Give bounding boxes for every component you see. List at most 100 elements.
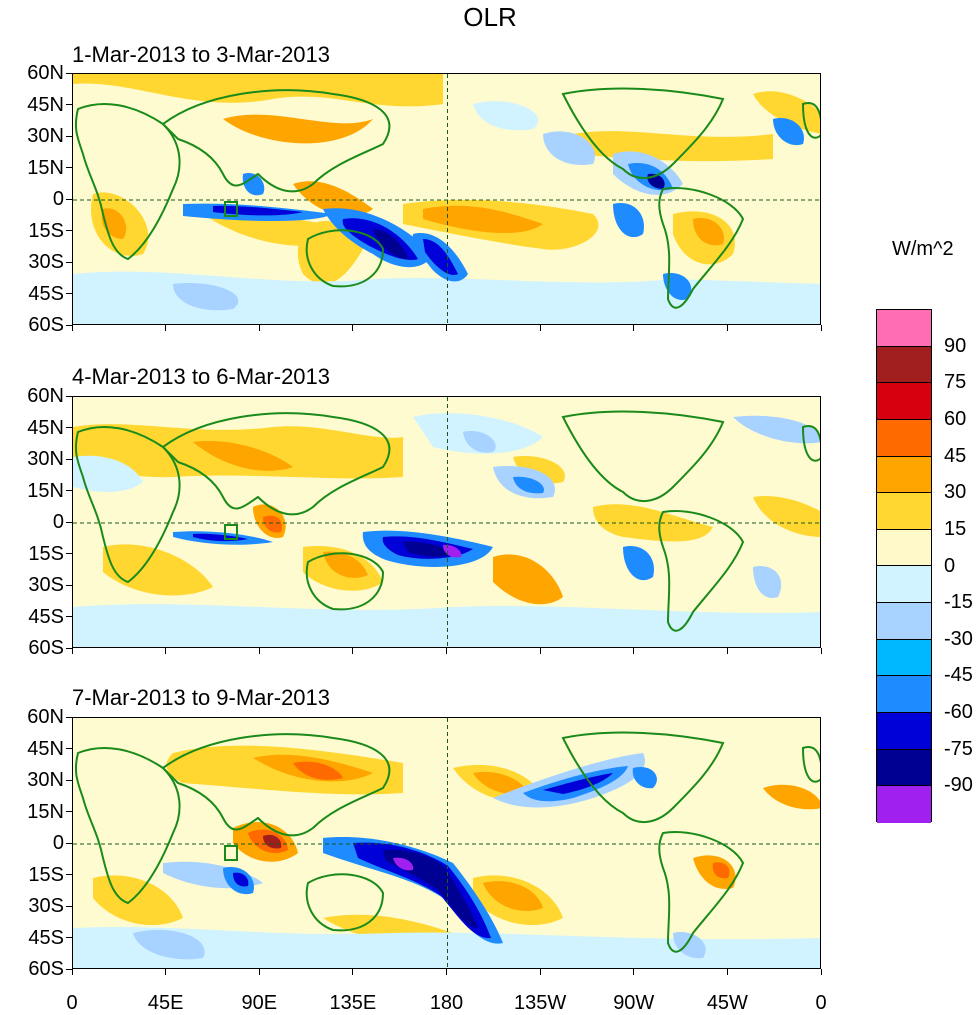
lat-tick [66,553,72,554]
lon-tick [165,969,167,975]
lat-label: 30N [27,125,64,147]
lon-tick [446,325,447,331]
units-label: W/m^2 [892,238,954,260]
colorbar-label: 0 [944,554,956,577]
coastlines [74,87,820,309]
lat-label: 30S [28,251,64,273]
lon-label: 45E [147,992,184,1014]
lat-label: 0 [52,511,64,533]
colorbar-label: 15 [944,517,967,540]
anomaly-field [73,413,820,647]
lat-label: 30N [27,769,64,791]
lat-label: 45N [27,93,64,116]
lat-label: 45N [27,737,64,760]
panel-2-title: 4-Mar-2013 to 6-Mar-2013 [72,364,331,389]
lat-label: 15N [27,800,64,823]
map-panel-2 [72,396,821,648]
lon-label: 135W [514,992,567,1014]
lat-tick [66,779,72,781]
colorbar-box [877,383,931,420]
lon-tick [726,969,728,975]
colorbar-label: 90 [944,334,967,357]
lon-tick [820,648,822,654]
colorbar-label: -60 [944,701,973,724]
colorbar-box [877,566,931,604]
lat-label: 30N [27,448,64,470]
colorbar-label: 60 [944,407,967,430]
lon-tick [352,648,354,654]
lat-label: 15S [28,542,64,565]
lat-label: 45N [27,416,64,439]
lon-tick [633,648,635,654]
lat-label: 45S [28,282,64,305]
lon-tick [71,325,73,331]
reference-lines [73,718,820,968]
lat-tick [66,293,72,294]
lon-tick [258,325,260,331]
lat-tick [66,135,72,137]
colorbar-label: -30 [944,627,973,650]
map-panel-3 [72,717,821,969]
lon-tick [820,325,822,331]
colorbar-box [877,310,931,347]
lon-tick [633,969,635,975]
coastlines [74,410,820,632]
lat-label: 60N [27,62,64,84]
colorbar-box [877,603,931,640]
lat-label: 15N [27,479,64,502]
colorbar-label: -90 [944,774,973,797]
lon-tick [726,325,728,331]
lat-label: 30S [28,574,64,596]
panel-3-title: 7-Mar-2013 to 9-Mar-2013 [72,685,331,710]
map-panel-1 [72,73,821,325]
lon-tick [633,325,635,331]
lat-tick [66,968,72,970]
lon-tick [352,325,354,331]
lat-tick [66,937,72,938]
colorbar-box [877,786,931,823]
lat-label: 60N [27,385,64,407]
lat-label: 0 [52,188,64,210]
reference-lines [73,397,820,647]
lat-tick [66,104,72,105]
lat-tick [66,874,72,875]
lon-tick [820,969,822,975]
lat-tick [66,458,72,460]
colorbar-label: 75 [944,371,967,394]
colorbar-label: -45 [944,664,973,687]
lat-tick [66,521,72,523]
olr-map-2 [73,397,820,647]
lon-tick [258,648,260,654]
lon-label: 135E [329,992,377,1014]
lat-label: 15S [28,863,64,886]
lon-label: 0 [815,992,827,1014]
lat-tick [66,748,72,749]
colorbar-box [877,749,931,787]
lat-label: 45S [28,605,64,628]
lat-tick [66,842,72,844]
lat-tick [66,716,72,718]
coastlines [74,731,820,953]
lat-label: 0 [52,832,64,854]
colorbar-box [877,529,931,567]
colorbar-box [877,346,931,384]
lat-tick [66,584,72,586]
lon-tick [165,648,167,654]
lat-tick [66,395,72,397]
lon-tick [726,648,728,654]
colorbar-box [877,456,931,494]
lon-tick [165,325,167,331]
lat-label: 45S [28,926,64,949]
colorbar-box [877,639,931,677]
lon-tick [258,969,260,975]
lat-tick [66,230,72,231]
olr-map-3 [73,718,820,968]
lat-tick [66,616,72,617]
lat-label: 30S [28,895,64,917]
lon-label: 180 [429,992,464,1014]
lat-label: 60N [27,706,64,728]
reference-lines [73,74,820,324]
lat-tick [66,647,72,649]
lon-label: 0 [66,992,78,1014]
colorbar-box [877,713,931,750]
